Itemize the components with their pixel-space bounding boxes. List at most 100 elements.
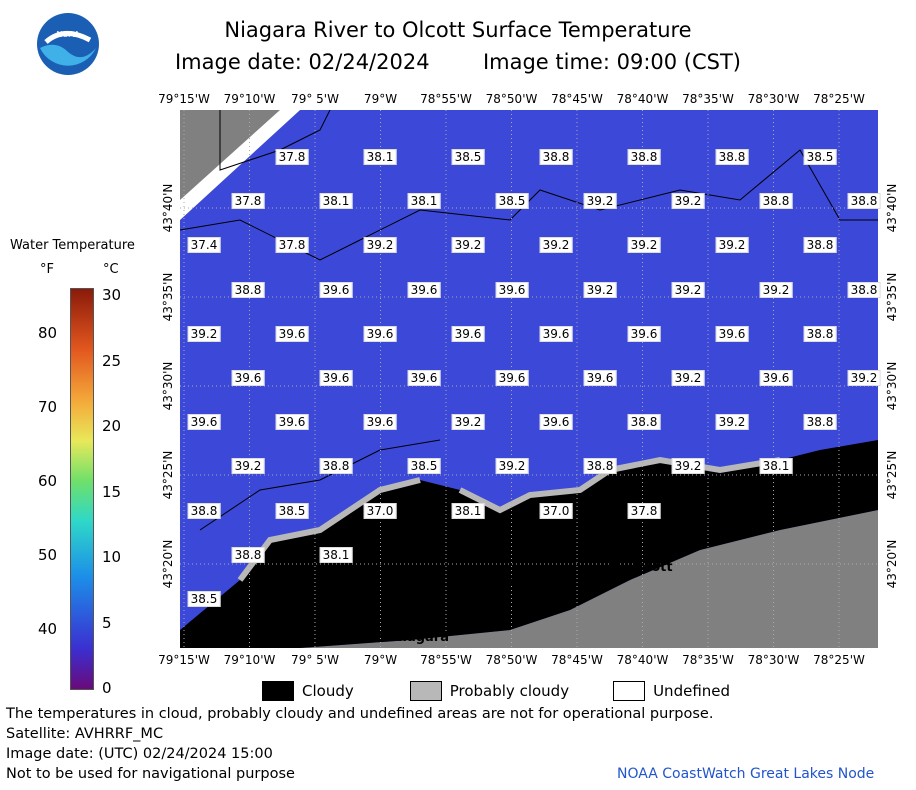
longitude-label-top: 78°50'W [485, 92, 538, 106]
longitude-labels-bottom: 79°15'W 79°10'W 79° 5'W 79°W 78°55'W 78°50'W 7… [0, 653, 916, 669]
longitude-label-bottom: 78°45'W [551, 653, 603, 667]
longitude-label-top: 79° 5'W [291, 92, 339, 106]
temperature-value: 39.6 [759, 370, 793, 386]
temperature-value: 39.2 [847, 370, 881, 386]
temperature-value: 39.2 [363, 237, 397, 254]
temperature-value: 38.8 [231, 546, 265, 563]
temperature-value: 38.5 [275, 502, 309, 519]
temperature-value: 39.6 [363, 325, 397, 342]
longitude-label-bottom: 79°10'W [223, 653, 276, 667]
temperature-labels: 37.8 38.1 38.5 38.8 38.8 38.8 38.5 37.8 38.1 38.1… [180, 110, 881, 648]
cloud-area [180, 440, 878, 648]
temperature-value: 37.0 [539, 502, 573, 519]
temperature-value: 39.6 [539, 414, 573, 431]
temperature-value: 38.1 [407, 193, 441, 210]
wilson-marker [503, 577, 513, 587]
temperature-value: 39.6 [715, 325, 749, 342]
temperature-value: 39.6 [275, 414, 309, 431]
undefined-label: Undefined [653, 682, 731, 700]
temperature-value: 39.6 [539, 325, 573, 342]
olcott-label: Olcott [628, 560, 673, 575]
fahrenheit-tick: 50 [38, 546, 58, 564]
temperature-value: 39.6 [319, 281, 353, 298]
temperature-value: 39.6 [495, 281, 529, 298]
temperature-value: 39.6 [275, 325, 309, 342]
land-usa [180, 510, 878, 648]
temperature-value: 39.2 [759, 281, 793, 298]
longitude-label-top: 78°25'W [813, 92, 865, 106]
celsius-ticks: 30 25 20 15 10 5 0 [100, 286, 130, 697]
temperature-value: 39.2 [583, 281, 617, 298]
fahrenheit-tick: 80 [38, 324, 58, 342]
temperature-value: 39.6 [451, 325, 485, 342]
celsius-tick: 25 [102, 351, 122, 370]
latitude-labels-left: 43°40'N 43°35'N 43°30'N 43°25'N 43°20'N [156, 110, 180, 648]
temperature-value: 38.8 [319, 458, 353, 475]
celsius-tick: 20 [102, 417, 122, 435]
temperature-value: 37.8 [275, 149, 309, 165]
legend-unit-c: °C [103, 262, 119, 277]
legend-unit-f: °F [40, 262, 54, 277]
longitude-label-top: 78°45'W [551, 92, 603, 106]
graticule [180, 110, 878, 648]
temperature-color-scale [70, 288, 94, 690]
noaa-logo: NOAA [37, 13, 99, 75]
footer-utc-date: Image date: (UTC) 02/24/2024 15:00 [6, 746, 273, 762]
temperature-value: 39.6 [231, 370, 265, 386]
celsius-tick: 15 [102, 482, 122, 501]
probably-cloudy-label: Probably cloudy [449, 682, 570, 700]
fahrenheit-tick: 40 [38, 620, 58, 638]
temperature-value: 39.6 [319, 370, 353, 386]
temperature-value: 38.8 [627, 149, 661, 165]
temperature-value: 38.8 [803, 414, 837, 431]
temperature-value: 38.8 [187, 502, 221, 519]
svg-text:NOAA: NOAA [56, 30, 80, 39]
temperature-value: 39.2 [671, 370, 705, 386]
port-niagara-label: Port Niagara [356, 630, 449, 645]
longitude-label-bottom: 78°30'W [747, 653, 800, 667]
temperature-value: 37.8 [627, 502, 661, 519]
temperature-value: 38.8 [847, 281, 881, 298]
cloudy-label: Cloudy [302, 682, 354, 700]
temperature-value: 38.1 [451, 502, 485, 519]
temperature-value: 38.8 [583, 458, 617, 475]
olcott-marker [609, 560, 619, 570]
fahrenheit-tick: 60 [38, 472, 58, 490]
temperature-value: 39.2 [715, 237, 749, 254]
longitude-label-top: 79°15'W [158, 92, 210, 106]
temperature-value: 39.2 [671, 281, 705, 298]
longitude-label-bottom: 78°35'W [682, 653, 734, 667]
celsius-tick: 30 [102, 286, 122, 304]
image-datetime: Image date: 02/24/2024 Image time: 09:00… [0, 50, 916, 74]
temperature-value: 39.6 [407, 281, 441, 298]
latitude-label-right: 43°20'N [885, 539, 899, 589]
temperature-value: 38.1 [759, 458, 793, 475]
longitude-label-bottom: 79°15'W [158, 653, 210, 667]
longitude-label-bottom: 79° 5'W [291, 653, 339, 667]
temperature-value: 39.2 [231, 458, 265, 475]
probably-cloudy-swatch [409, 681, 442, 701]
undefined-edge [180, 110, 300, 220]
celsius-tick: 0 [102, 679, 112, 697]
celsius-tick: 10 [102, 548, 122, 566]
longitude-label-bottom: 78°25'W [813, 653, 865, 667]
temperature-value: 39.2 [539, 237, 573, 254]
temperature-value: 37.8 [231, 193, 265, 210]
footer-satellite: Satellite: AVHRRF_MC [6, 726, 164, 742]
temperature-value: 38.1 [319, 193, 353, 210]
temperature-value: 38.8 [627, 414, 661, 431]
latitude-label-left: 43°40'N [161, 183, 175, 233]
contour-line [180, 149, 878, 261]
temperature-value: 39.2 [451, 237, 485, 254]
temperature-value: 38.8 [759, 193, 793, 210]
fahrenheit-tick: 70 [38, 398, 58, 416]
longitude-label-bottom: 78°50'W [485, 653, 538, 667]
footer-nav-warning: Not to be used for navigational purpose [6, 766, 295, 782]
temperature-value: 38.8 [715, 149, 749, 165]
longitude-label-top: 78°55'W [420, 92, 472, 106]
temperature-value: 37.4 [187, 237, 221, 254]
longitude-label-top: 79°10'W [223, 92, 276, 106]
temperature-value: 39.6 [187, 414, 221, 431]
temperature-value: 39.2 [451, 414, 485, 431]
temperature-value: 39.6 [627, 325, 661, 342]
